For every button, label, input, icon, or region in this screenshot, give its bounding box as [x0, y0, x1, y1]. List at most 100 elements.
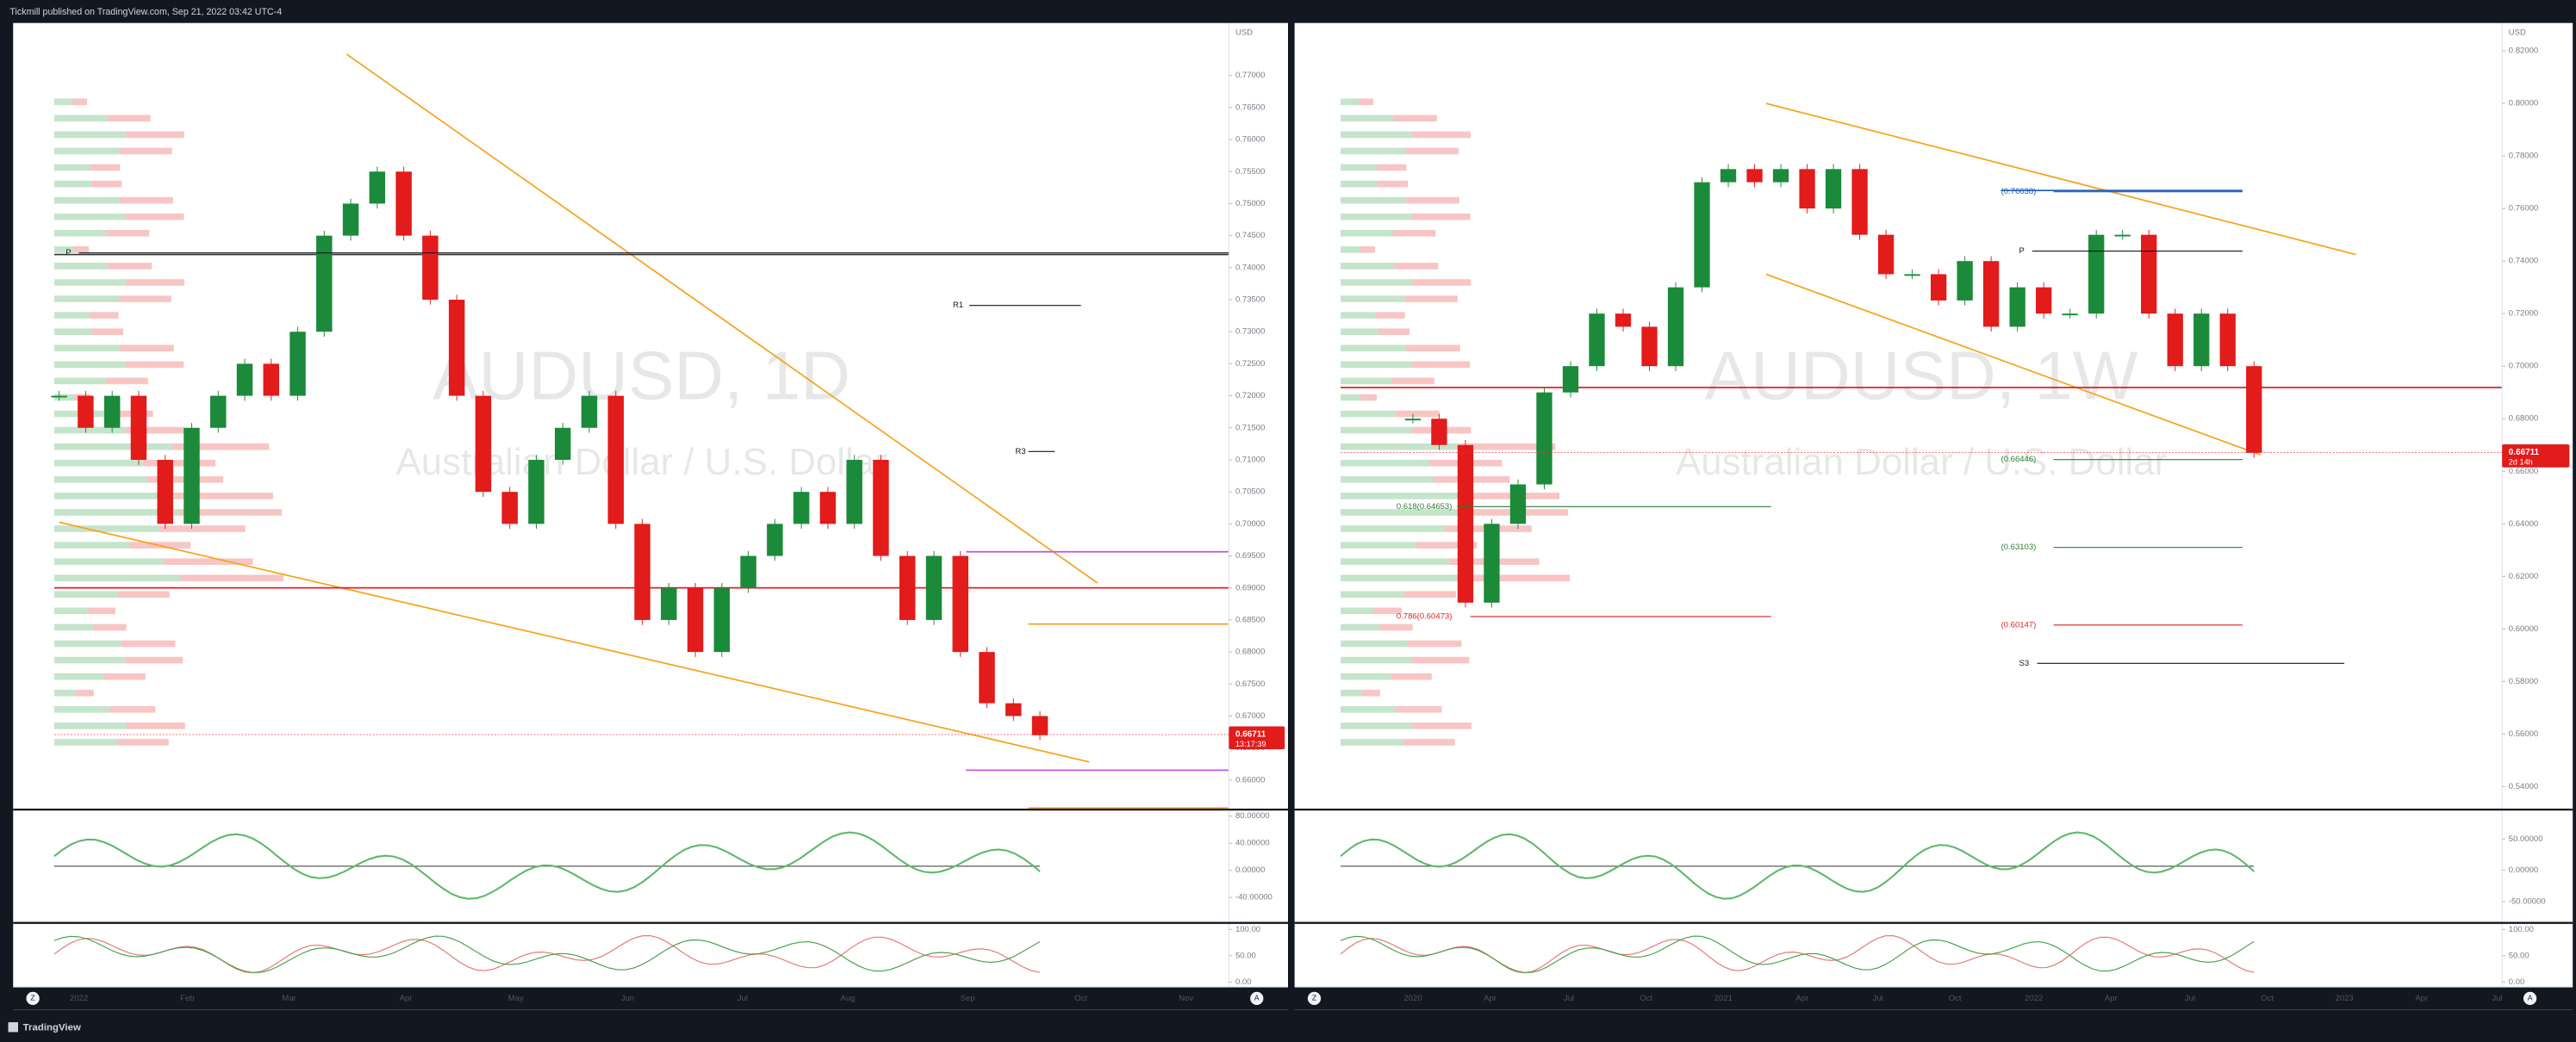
price-tick-label: 0.69500 [1235, 551, 1265, 561]
volume-profile-bar [1341, 131, 1413, 139]
candle [103, 395, 121, 428]
time-label: May [508, 994, 524, 1003]
time-label: Mar [282, 994, 296, 1003]
candle [2167, 313, 2183, 367]
volume-profile-bar [1466, 574, 1571, 582]
candle [501, 492, 518, 524]
candle [1484, 524, 1500, 603]
annotation-label: S3 [2019, 659, 2030, 668]
scale-button-label[interactable]: A [1254, 994, 1260, 1002]
volume-profile-bar [1391, 377, 1434, 385]
panel-background [1294, 22, 2573, 988]
time-label: Apr [1484, 994, 1497, 1003]
volume-profile-bar [1341, 263, 1395, 270]
volume-profile-bar [117, 591, 170, 599]
candle [422, 235, 439, 301]
price-tick-label: 0.66000 [1235, 775, 1265, 785]
volume-profile-bar [1341, 673, 1391, 680]
volume-profile-bar [179, 509, 283, 516]
scale-button[interactable] [1307, 991, 1322, 1006]
time-label: 2022 [70, 994, 88, 1003]
volume-profile-bar [107, 115, 151, 122]
volume-profile-bar [53, 147, 120, 155]
price-tick-label: 0.76500 [1235, 102, 1265, 112]
volume-profile-bar [1341, 394, 1361, 401]
price-tick-label: 0.68000 [2509, 414, 2538, 424]
volume-profile-bar [53, 475, 147, 483]
annotation-label: R3 [1015, 447, 1025, 456]
candle [448, 300, 465, 396]
volume-profile-bar [53, 656, 126, 664]
candle [873, 459, 889, 556]
oscillator-tick-label: 0.00000 [1235, 865, 1265, 875]
annotation-label: (0.66446) [2001, 455, 2037, 464]
oscillator-tick-label: 100.00 [2509, 925, 2534, 934]
annotation-label: P [65, 248, 71, 257]
price-tick-label: 0.73000 [1235, 327, 1265, 337]
scale-button[interactable] [1250, 991, 1264, 1006]
price-tick-label: 0.76000 [1235, 135, 1265, 145]
volume-profile-bar [126, 723, 185, 729]
candle [1005, 703, 1022, 716]
price-tick-label: 0.54000 [2509, 782, 2538, 791]
scale-button-label[interactable]: Z [31, 994, 35, 1002]
volume-profile-bar [1404, 295, 1458, 302]
last-price-label: 0.66711 [1235, 730, 1266, 740]
volume-profile-bar [53, 164, 90, 171]
volume-profile-bar [108, 263, 152, 270]
candle [210, 395, 227, 428]
volume-profile-bar [1341, 344, 1407, 352]
candle [661, 587, 677, 620]
candle [1694, 182, 1710, 288]
countdown-label: 13:17:39 [1235, 740, 1266, 748]
scale-button-label[interactable]: Z [1312, 994, 1316, 1002]
candle [1877, 234, 1895, 275]
price-tick-label: 0.75000 [1235, 199, 1265, 208]
volume-profile-bar [105, 377, 148, 385]
volume-profile-bar [1360, 246, 1376, 253]
candle [316, 235, 333, 332]
volume-profile-bar [1341, 689, 1363, 697]
price-tick-label: 0.72000 [2509, 309, 2538, 319]
price-tick-label: 0.75500 [1235, 167, 1265, 177]
volume-profile-bar [116, 739, 169, 746]
volume-profile-bar [53, 705, 110, 713]
volume-profile-bar [53, 591, 118, 599]
candle [1431, 419, 1447, 445]
candle [819, 492, 837, 524]
candle [634, 524, 650, 620]
candle [2009, 287, 2025, 327]
price-tick-label: 0.72000 [1235, 391, 1265, 400]
volume-profile-bar [125, 131, 184, 139]
scale-button-label[interactable]: A [2528, 994, 2533, 1002]
volume-profile-bar [1341, 656, 1412, 664]
volume-profile-bar [1411, 213, 1471, 220]
volume-profile-bar [1341, 180, 1378, 188]
candle [1825, 169, 1842, 209]
candle [979, 652, 995, 704]
candle [2088, 234, 2105, 314]
volume-profile-bar [53, 739, 117, 746]
volume-profile-bar [1392, 229, 1436, 237]
candle [555, 427, 571, 460]
volume-profile-bar [53, 312, 90, 319]
drawing-line [1765, 102, 2356, 256]
volume-profile-bar [109, 705, 156, 713]
time-label: Nov [1179, 994, 1193, 1003]
scale-button[interactable] [2523, 991, 2537, 1006]
volume-profile-bar [53, 542, 130, 549]
header-title: Tickmill published on TradingView.com, S… [9, 7, 282, 17]
oscillator-tick-label: 40.00000 [1235, 839, 1270, 848]
candle [899, 555, 916, 620]
currency-label: USD [2509, 28, 2526, 38]
time-label: Jul [1564, 994, 1574, 1003]
candle [2036, 287, 2052, 314]
watermark-description: Australian Dollar / U.S. Dollar [1676, 441, 2167, 483]
oscillator-tick-label: 50.00 [2509, 951, 2529, 960]
countdown-label: 2d 14h [2509, 457, 2533, 466]
scale-button[interactable] [26, 991, 40, 1006]
candle [581, 395, 598, 428]
price-tick-label: 0.58000 [2509, 677, 2538, 686]
volume-profile-bar [1341, 295, 1405, 302]
